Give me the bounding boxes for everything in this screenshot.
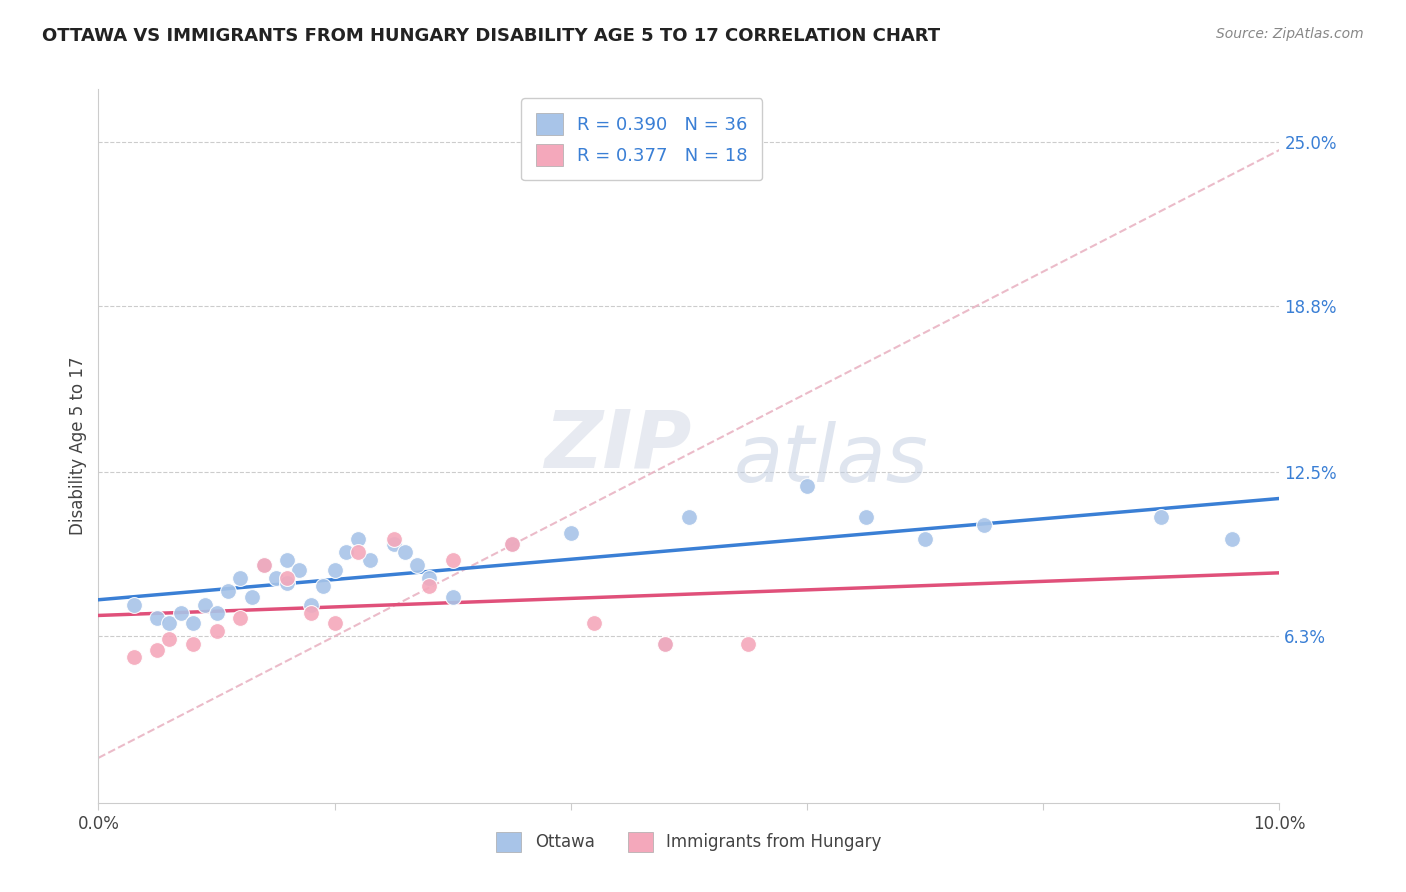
Point xyxy=(264,571,287,585)
Point xyxy=(737,637,759,651)
Point xyxy=(122,650,145,665)
Point xyxy=(394,545,416,559)
Point xyxy=(194,598,217,612)
Point xyxy=(181,616,204,631)
Point xyxy=(382,532,405,546)
Point xyxy=(217,584,239,599)
Point xyxy=(157,632,180,646)
Point xyxy=(146,642,169,657)
Point xyxy=(229,611,252,625)
Point xyxy=(146,611,169,625)
Point xyxy=(347,532,370,546)
Point xyxy=(299,606,322,620)
Point xyxy=(418,579,440,593)
Point xyxy=(359,552,381,566)
Point xyxy=(205,606,228,620)
Point xyxy=(347,545,370,559)
Point xyxy=(583,616,606,631)
Text: ZIP: ZIP xyxy=(544,407,692,485)
Y-axis label: Disability Age 5 to 17: Disability Age 5 to 17 xyxy=(69,357,87,535)
Point xyxy=(323,563,346,577)
Point xyxy=(501,537,523,551)
Point xyxy=(205,624,228,638)
Point xyxy=(276,571,298,585)
Point xyxy=(441,590,464,604)
Text: Source: ZipAtlas.com: Source: ZipAtlas.com xyxy=(1216,27,1364,41)
Text: atlas: atlas xyxy=(734,421,928,500)
Point xyxy=(560,526,582,541)
Text: OTTAWA VS IMMIGRANTS FROM HUNGARY DISABILITY AGE 5 TO 17 CORRELATION CHART: OTTAWA VS IMMIGRANTS FROM HUNGARY DISABI… xyxy=(42,27,941,45)
Point xyxy=(855,510,877,524)
Point xyxy=(654,637,676,651)
Point xyxy=(253,558,276,572)
Point xyxy=(406,558,429,572)
Point xyxy=(276,576,298,591)
Point xyxy=(229,571,252,585)
Point xyxy=(1220,532,1243,546)
Point xyxy=(122,598,145,612)
Point xyxy=(501,537,523,551)
Point xyxy=(914,532,936,546)
Point xyxy=(441,552,464,566)
Point xyxy=(253,558,276,572)
Point xyxy=(299,598,322,612)
Point xyxy=(678,510,700,524)
Point xyxy=(288,563,311,577)
Point xyxy=(418,571,440,585)
Point xyxy=(654,637,676,651)
Point xyxy=(796,478,818,492)
Legend: Ottawa, Immigrants from Hungary: Ottawa, Immigrants from Hungary xyxy=(489,825,889,859)
Point xyxy=(312,579,335,593)
Point xyxy=(382,537,405,551)
Point xyxy=(323,616,346,631)
Point xyxy=(240,590,263,604)
Point xyxy=(276,552,298,566)
Point xyxy=(1150,510,1173,524)
Point xyxy=(335,545,357,559)
Point xyxy=(973,518,995,533)
Point xyxy=(170,606,193,620)
Point xyxy=(157,616,180,631)
Point xyxy=(181,637,204,651)
